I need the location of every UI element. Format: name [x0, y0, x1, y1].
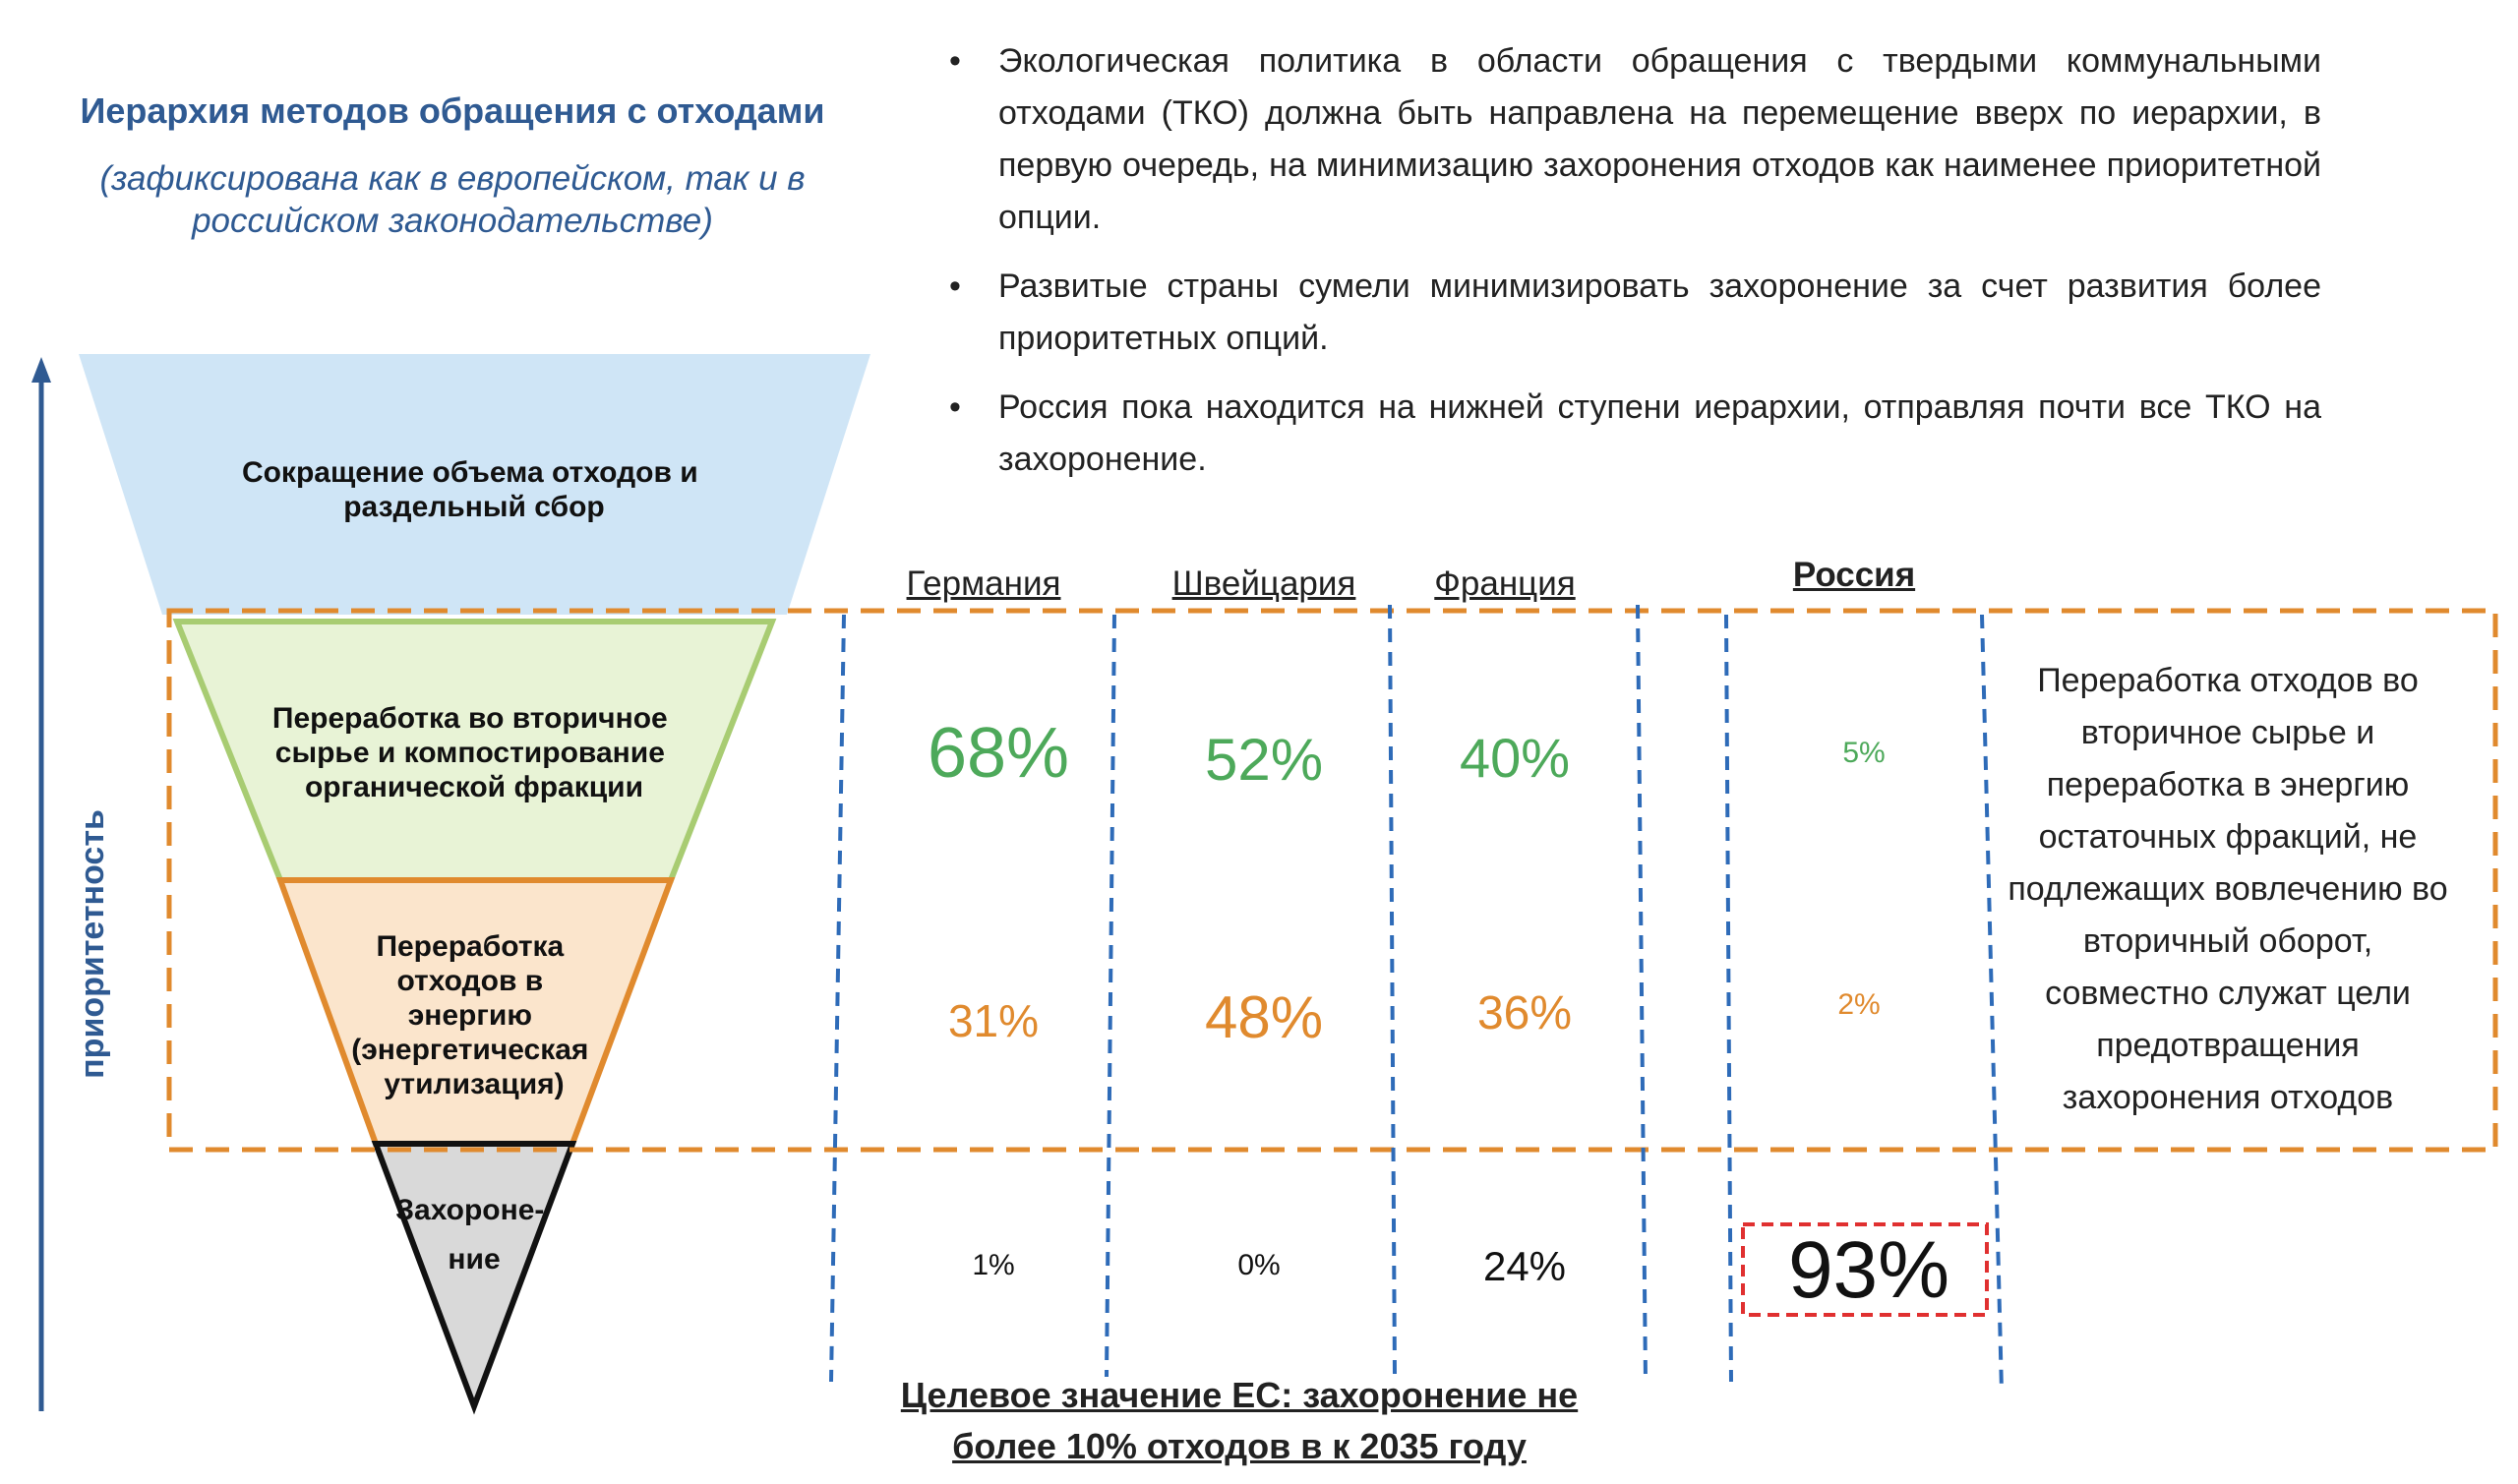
funnel-label-landfill: Захороне- ние: [395, 1194, 553, 1276]
bullet-item: • Россия пока находится на нижней ступени…: [949, 382, 2321, 486]
column-divider: [1388, 604, 1397, 1378]
bullet-text: Россия пока находится на нижней ступени …: [998, 388, 2321, 478]
side-note: Переработка отходов во вторичное сырье и…: [2008, 662, 2448, 1116]
country-header-germany: Германия: [906, 564, 1061, 603]
column-divider: [829, 614, 846, 1383]
germany-landfill-value: 1%: [972, 1249, 1015, 1281]
germany-energy-value: 31%: [947, 995, 1040, 1046]
bullet-text: Экологическая политика в области обращен…: [998, 42, 2321, 236]
france-recycling-value: 40%: [1459, 727, 1571, 789]
page-subtitle: (зафиксирована как в европейском, так и …: [99, 159, 806, 240]
highlight-frame-orange: [166, 608, 2498, 1153]
priority-arrow: [31, 357, 51, 1411]
germany-recycling-value: 68%: [927, 714, 1070, 793]
priority-axis-label: приоритетность: [74, 809, 111, 1079]
funnel-label-line: энергию: [408, 999, 532, 1032]
eu-target-line: более 10% отходов в к 2035 году: [952, 1426, 1527, 1466]
funnel-label-line: Захороне-: [395, 1194, 544, 1226]
country-header-switzerland: Швейцария: [1171, 564, 1356, 603]
page-title: Иерархия методов обращения с отходами: [80, 90, 825, 131]
funnel-label-energy: Переработка отходов в энергию (энергетич…: [351, 930, 597, 1100]
funnel-label-line: отходов в: [396, 965, 543, 997]
funnel-label-reduction: Сокращение объема отходов и раздельный с…: [242, 456, 706, 523]
russia-landfill-value: 93%: [1787, 1225, 1950, 1315]
column-divider: [1636, 604, 1648, 1383]
bullet-item: • Экологическая политика в области обраще…: [949, 35, 2321, 244]
bullet-marker: •: [949, 42, 961, 80]
column-divider: [1980, 614, 2004, 1393]
bullet-text: Развитые страны сумели минимизировать за…: [998, 267, 2321, 357]
switzerland-recycling-value: 52%: [1204, 727, 1324, 793]
waste-hierarchy-funnel: Сокращение объема отходов и раздельный с…: [79, 354, 870, 1415]
funnel-label-recycling: Переработка во вторичное сырье и компост…: [272, 702, 676, 803]
eu-target-line: Целевое значение ЕС: захоронение не: [900, 1375, 1579, 1415]
bullet-marker: •: [949, 267, 961, 305]
russia-energy-value: 2%: [1837, 988, 1881, 1021]
bullet-item: • Развитые страны сумели минимизировать з…: [949, 261, 2321, 365]
priority-axis-label-wrap: приоритетность: [74, 809, 111, 1079]
country-header-russia: Россия: [1792, 556, 1916, 594]
switzerland-energy-value: 48%: [1204, 984, 1324, 1050]
column-divider: [1724, 614, 1733, 1383]
funnel-label-line: (энергетическая: [351, 1034, 588, 1066]
funnel-label-line: Переработка: [376, 930, 564, 963]
country-header-france: Франция: [1434, 564, 1576, 603]
bullet-marker: •: [949, 388, 961, 426]
funnel-label-line: раздельный сбор: [343, 491, 605, 523]
funnel-label-line: сырье и компостирование: [275, 737, 665, 769]
funnel-label-line: утилизация): [384, 1068, 564, 1100]
funnel-label-line: Сокращение объема отходов и: [242, 456, 698, 489]
funnel-label-line: органической фракции: [305, 771, 643, 803]
switzerland-landfill-value: 0%: [1237, 1249, 1281, 1281]
eu-target-note: Целевое значение ЕС: захоронение не боле…: [846, 1370, 1633, 1472]
funnel-level-reduction: [79, 354, 870, 615]
funnel-label-line: ние: [448, 1243, 500, 1276]
france-landfill-value: 24%: [1482, 1243, 1567, 1289]
funnel-label-line: Переработка во вторичное: [272, 702, 668, 735]
column-divider: [1105, 614, 1116, 1378]
france-energy-value: 36%: [1476, 987, 1573, 1039]
russia-landfill-highlight: [1741, 1222, 1989, 1317]
bullet-list: • Экологическая политика в области обраще…: [949, 35, 2321, 503]
russia-recycling-value: 5%: [1842, 737, 1886, 769]
